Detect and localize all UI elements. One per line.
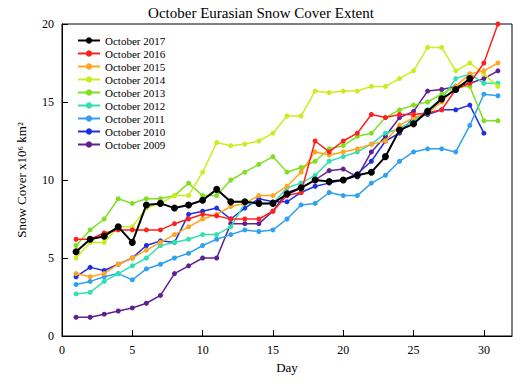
svg-text:October 2011: October 2011 xyxy=(105,113,165,125)
svg-text:October 2015: October 2015 xyxy=(105,61,166,73)
svg-text:20: 20 xyxy=(42,17,54,31)
svg-text:October 2012: October 2012 xyxy=(105,100,165,112)
svg-text:October 2013: October 2013 xyxy=(105,87,166,99)
svg-text:Day: Day xyxy=(276,360,298,375)
svg-text:October 2014: October 2014 xyxy=(105,74,166,86)
svg-text:15: 15 xyxy=(42,95,54,109)
svg-text:October 2017: October 2017 xyxy=(105,35,166,47)
svg-text:10: 10 xyxy=(197,343,209,357)
svg-text:25: 25 xyxy=(408,343,420,357)
svg-text:0: 0 xyxy=(59,343,65,357)
svg-text:October Eurasian Snow Cover Ex: October Eurasian Snow Cover Extent xyxy=(148,5,375,21)
svg-text:0: 0 xyxy=(48,329,54,343)
svg-text:10: 10 xyxy=(42,173,54,187)
svg-text:5: 5 xyxy=(48,251,54,265)
svg-text:20: 20 xyxy=(337,343,349,357)
svg-text:5: 5 xyxy=(129,343,135,357)
svg-text:October 2010: October 2010 xyxy=(105,126,166,138)
svg-text:Snow Cover x10⁶ km²: Snow Cover x10⁶ km² xyxy=(14,122,29,238)
svg-text:15: 15 xyxy=(267,343,279,357)
svg-text:30: 30 xyxy=(478,343,490,357)
svg-text:October 2009: October 2009 xyxy=(105,139,166,151)
svg-text:October 2016: October 2016 xyxy=(105,48,166,60)
